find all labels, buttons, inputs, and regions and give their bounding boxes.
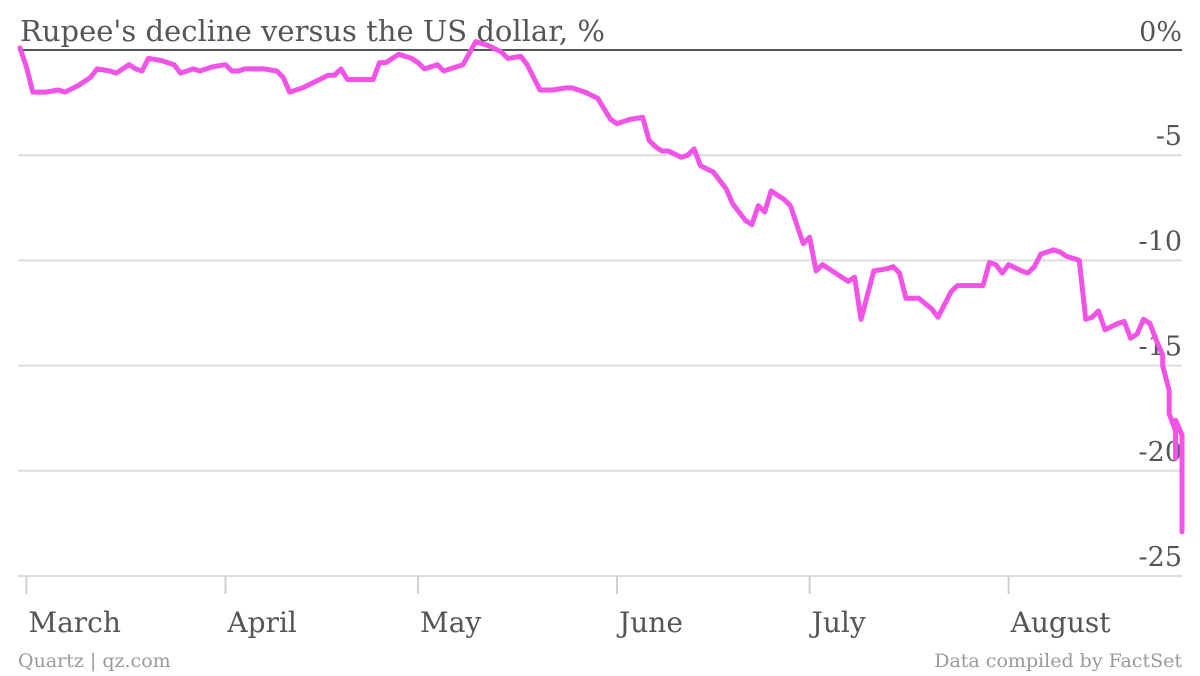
y-axis-tick-labels: 0%-5-10-15-20-25 [1139,17,1182,573]
x-tick-label: March [28,606,120,639]
source-credit-left: Quartz | qz.com [18,650,171,672]
series-group [17,39,1185,535]
y-tick-label: -5 [1156,121,1182,152]
x-tick-label: July [809,606,866,639]
y-tick-label: -25 [1139,542,1182,573]
y-tick-label: -10 [1139,226,1182,257]
x-tick-label: April [226,606,296,639]
x-tick-label: June [616,606,683,639]
y-tick-label: 0% [1139,17,1182,48]
gridlines [18,49,1182,577]
x-tick-label: August [1010,606,1112,639]
x-axis-ticks: March April May June July August [25,576,1112,639]
series-line-1 [17,39,1185,535]
x-tick-label: May [420,606,481,639]
source-credit-right: Data compiled by FactSet [934,650,1182,672]
chart-title: Rupee's decline versus the US dollar, % [20,14,605,48]
